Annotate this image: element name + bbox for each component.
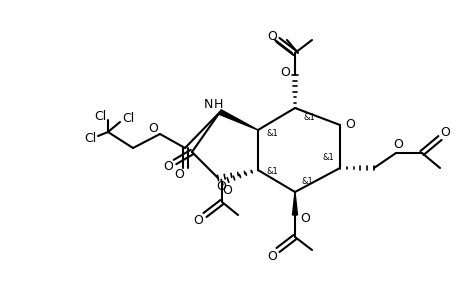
Text: &1: &1 (301, 178, 313, 187)
Text: H: H (213, 99, 223, 111)
Text: O: O (267, 29, 277, 42)
Text: &1: &1 (266, 168, 278, 176)
Text: &1: &1 (266, 129, 278, 138)
Text: O: O (345, 118, 355, 130)
Text: O: O (193, 214, 203, 228)
Text: Cl: Cl (94, 110, 106, 122)
Text: O: O (222, 184, 232, 197)
Text: O: O (280, 67, 290, 80)
Text: O: O (267, 249, 277, 263)
Text: &1: &1 (303, 113, 315, 121)
Text: N: N (203, 99, 213, 111)
Text: O: O (216, 179, 226, 192)
Text: O: O (300, 211, 310, 225)
Text: O: O (393, 138, 403, 151)
Text: Cl: Cl (84, 132, 96, 145)
Text: O: O (163, 160, 173, 173)
Text: Cl: Cl (122, 111, 134, 124)
Text: &1: &1 (322, 154, 334, 162)
Text: O: O (440, 126, 450, 138)
Text: O: O (174, 168, 184, 181)
Polygon shape (219, 110, 258, 130)
Text: O: O (148, 122, 158, 135)
Polygon shape (292, 192, 298, 215)
